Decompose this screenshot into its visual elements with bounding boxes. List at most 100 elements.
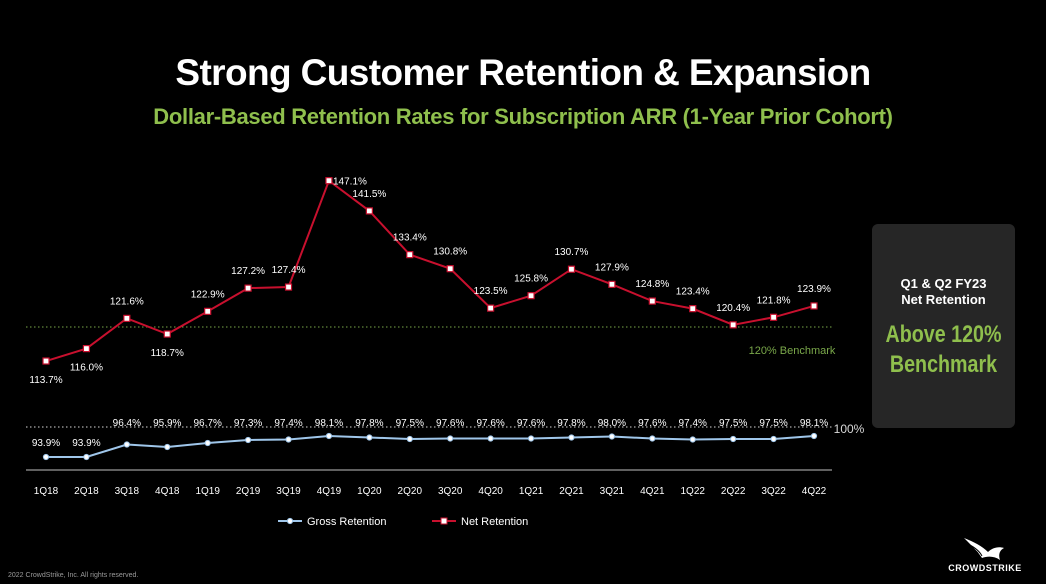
net-retention-label: 113.7% (29, 375, 62, 386)
net-retention-label: 116.0% (70, 363, 103, 374)
gross-retention-point (487, 435, 494, 442)
legend-entry: Net Retention (461, 516, 528, 528)
x-tick-label: 1Q18 (34, 486, 59, 497)
x-tick-label: 4Q19 (317, 486, 342, 497)
gross-retention-line (46, 434, 815, 458)
net-retention-point (123, 314, 131, 322)
net-retention-point (689, 305, 697, 313)
x-tick-label: 3Q22 (761, 486, 786, 497)
gross-retention-point (325, 432, 333, 440)
net-retention-label: 124.8% (635, 279, 669, 290)
gross-retention-point (608, 433, 615, 440)
x-tick-label: 1Q21 (519, 486, 544, 497)
gross-retention-label: 97.5% (396, 418, 424, 429)
gross-retention-label: 97.8% (557, 418, 585, 429)
gross-retention-label: 93.9% (72, 438, 100, 449)
gross-retention-label: 97.3% (234, 418, 262, 429)
reference-label: 100% (834, 422, 865, 436)
net-retention-point (648, 297, 656, 305)
panel-big1: Above 120% (885, 321, 1002, 348)
x-tick-label: 3Q21 (600, 486, 625, 497)
net-retention-label: 123.4% (676, 287, 710, 298)
gross-retention-point (366, 434, 373, 441)
x-tick-label: 1Q22 (681, 486, 706, 497)
net-retention-label: 130.7% (555, 247, 589, 258)
gross-retention-point (447, 435, 454, 442)
x-tick-label: 3Q18 (115, 486, 140, 497)
net-retention-label: 123.9% (797, 284, 831, 295)
net-retention-point (163, 330, 171, 338)
net-retention-point (567, 265, 576, 273)
panel-line2: Net Retention (901, 292, 986, 307)
net-retention-label: 123.5% (474, 286, 508, 297)
net-retention-point (204, 307, 212, 315)
gross-retention-label: 93.9% (32, 438, 60, 449)
logo-text: CROWDSTRIKE (948, 563, 1022, 573)
falcon-icon (964, 538, 1004, 560)
gross-retention-label: 97.6% (517, 418, 545, 429)
gross-retention-point (810, 432, 818, 440)
net-retention-point (82, 345, 91, 353)
x-tick-label: 3Q19 (276, 486, 301, 497)
net-retention-label: 121.8% (757, 295, 791, 306)
net-retention-label: 133.4% (393, 233, 427, 244)
gross-retention-point (123, 441, 130, 448)
legend-entry: Gross Retention (307, 516, 386, 528)
x-tick-label: 2Q19 (236, 486, 261, 497)
gross-retention-point (649, 435, 656, 442)
gross-retention-point (285, 436, 292, 443)
net-retention-label: 127.2% (231, 266, 265, 277)
net-retention-label: 121.6% (110, 296, 144, 307)
net-retention-point (284, 283, 293, 291)
x-tick-label: 2Q22 (721, 486, 746, 497)
net-retention-label: 127.4% (272, 265, 306, 276)
x-tick-label: 4Q21 (640, 486, 665, 497)
net-retention-label: 125.8% (514, 274, 548, 285)
highlight-panel: Q1 & Q2 FY23 Net Retention Above 120% Be… (872, 224, 1015, 428)
net-retention-point (608, 280, 616, 288)
net-retention-point (42, 357, 50, 365)
gross-retention-label: 98.1% (800, 418, 828, 429)
net-retention-label: 120.4% (716, 303, 750, 314)
gross-retention-point (770, 435, 777, 443)
net-retention-point (406, 251, 414, 259)
gross-retention-label: 97.6% (476, 418, 504, 429)
x-tick-label: 3Q20 (438, 486, 463, 497)
gross-retention-point (245, 436, 252, 444)
x-tick-label: 1Q19 (195, 486, 220, 497)
x-tick-label: 2Q20 (398, 486, 423, 497)
gross-retention-point (568, 434, 575, 441)
crowdstrike-logo: CROWDSTRIKE (944, 536, 1026, 576)
x-tick-label: 4Q18 (155, 486, 180, 497)
net-retention-point (729, 321, 737, 329)
net-retention-point (446, 265, 454, 273)
gross-retention-point (204, 439, 211, 447)
gross-retention-label: 98.1% (315, 418, 343, 429)
net-retention-point (365, 207, 373, 215)
net-retention-label: 118.7% (151, 348, 184, 359)
x-tick-label: 1Q20 (357, 486, 382, 497)
net-retention-point (244, 284, 252, 292)
net-retention-label: 141.5% (352, 189, 386, 200)
gross-retention-point (83, 453, 90, 461)
gross-retention-point (527, 435, 535, 442)
gross-retention-label: 97.6% (436, 418, 464, 429)
panel-heading: Q1 & Q2 FY23 Net Retention (872, 276, 1015, 308)
gross-retention-label: 96.7% (194, 418, 222, 429)
gross-retention-point (406, 435, 413, 443)
net-retention-label: 130.8% (433, 247, 467, 258)
x-tick-label: 4Q20 (478, 486, 503, 497)
gross-retention-label: 97.6% (638, 418, 666, 429)
net-retention-label: 122.9% (191, 289, 225, 300)
net-retention-label: 127.9% (595, 262, 629, 273)
net-retention-point (769, 313, 778, 321)
gross-retention-label: 97.4% (274, 418, 302, 429)
gross-retention-point (42, 453, 50, 461)
page-subtitle: Dollar-Based Retention Rates for Subscri… (153, 104, 893, 129)
panel-line1: Q1 & Q2 FY23 (900, 276, 987, 291)
gross-retention-point (730, 435, 737, 443)
x-tick-label: 2Q21 (559, 486, 584, 497)
panel-highlight: Above 120% Benchmark (885, 320, 1002, 380)
gross-retention-point (164, 443, 171, 451)
